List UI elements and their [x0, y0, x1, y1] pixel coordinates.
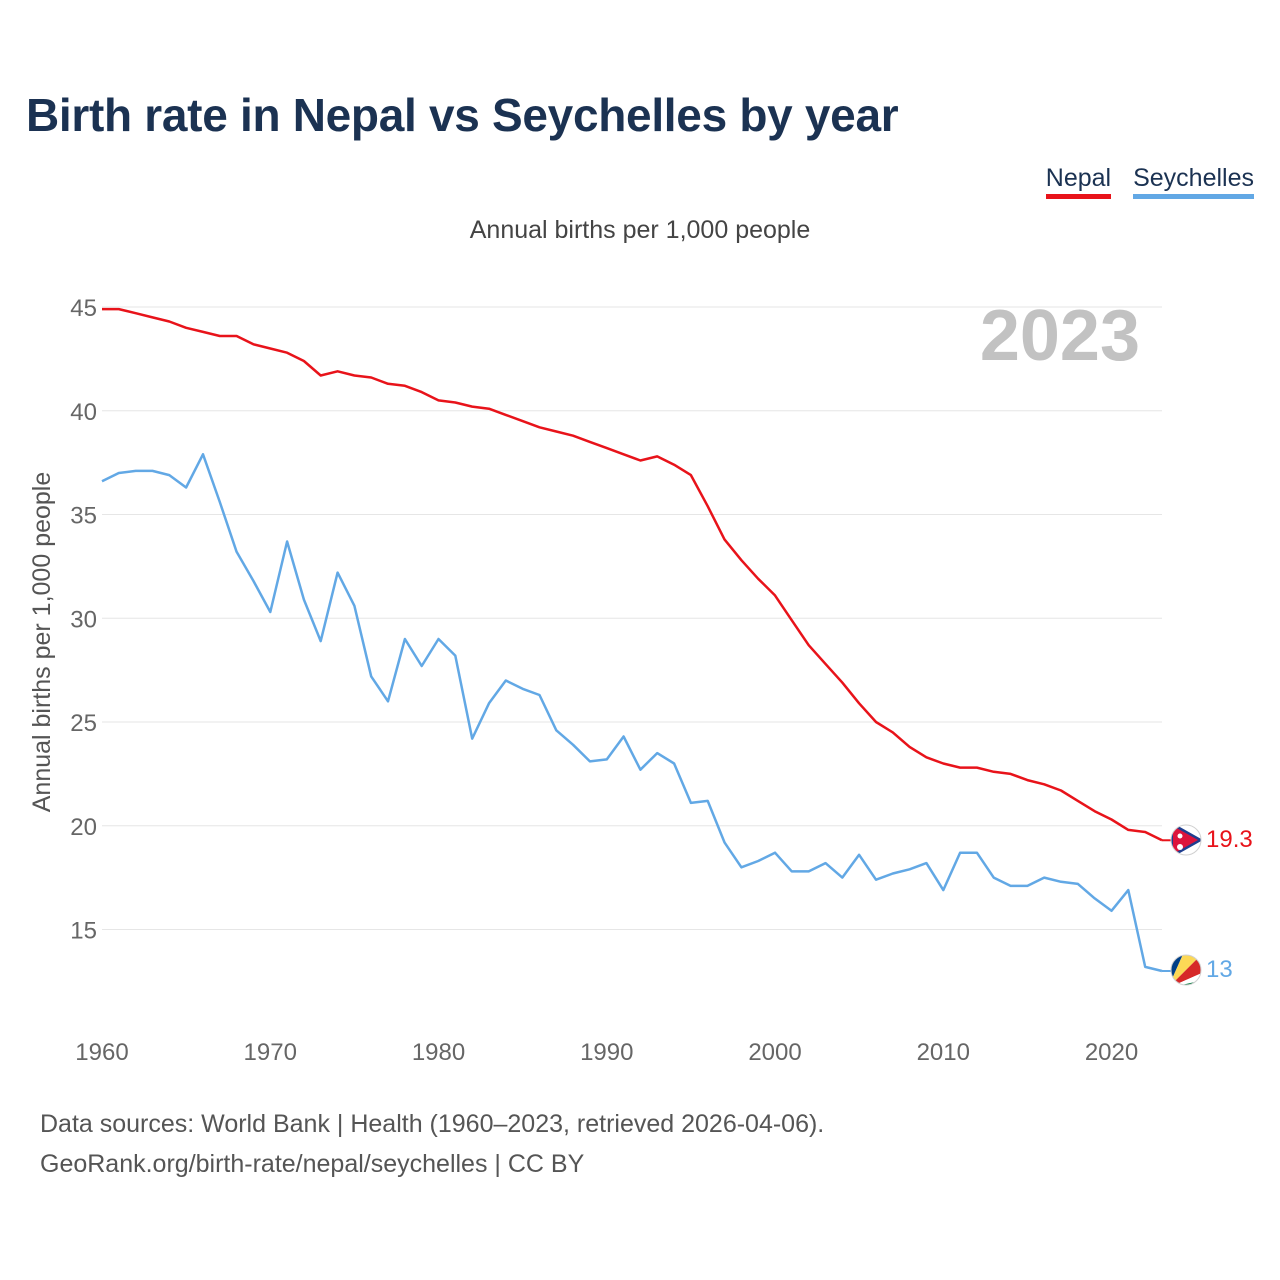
y-tick-label: 15	[70, 918, 97, 945]
x-tick-label: 2000	[748, 1039, 801, 1066]
year-watermark: 2023	[980, 296, 1140, 376]
x-tick-label: 2010	[917, 1039, 970, 1066]
legend-item-seychelles[interactable]: Seychelles	[1133, 164, 1254, 199]
x-tick-label: 1980	[412, 1039, 465, 1066]
seychelles-flag-icon	[1170, 954, 1202, 986]
y-tick-label: 45	[70, 295, 97, 322]
footer: Data sources: World Bank | Health (1960–…	[40, 1104, 824, 1184]
footer-sources: Data sources: World Bank | Health (1960–…	[40, 1110, 825, 1138]
chart-subtitle: Annual births per 1,000 people	[469, 216, 811, 244]
chart-title: Birth rate in Nepal vs Seychelles by yea…	[26, 89, 899, 141]
y-tick-label: 35	[70, 503, 97, 530]
series-line-nepal[interactable]	[102, 307, 1163, 842]
footer-credit: GeoRank.org/birth-rate/nepal/seychelles …	[40, 1150, 585, 1178]
x-tick-label: 2020	[1085, 1039, 1138, 1066]
nepal-flag-icon	[1170, 824, 1202, 856]
seychelles-end-value: 13	[1206, 956, 1233, 983]
y-axis-label: Annual births per 1,000 people	[28, 472, 56, 813]
y-tick-label: 40	[70, 399, 97, 426]
legend: Nepal Seychelles	[1045, 164, 1254, 199]
x-tick-label: 1970	[244, 1039, 297, 1066]
y-tick-label: 20	[70, 814, 97, 841]
y-tick-label: 30	[70, 606, 97, 633]
x-tick-label: 1960	[75, 1039, 128, 1066]
x-tick-label: 1990	[580, 1039, 633, 1066]
series-line-seychelles[interactable]	[101, 453, 1163, 973]
y-tick-label: 25	[70, 710, 97, 737]
nepal-end-value: 19.3	[1206, 826, 1253, 853]
legend-item-nepal[interactable]: Nepal	[1045, 164, 1112, 199]
